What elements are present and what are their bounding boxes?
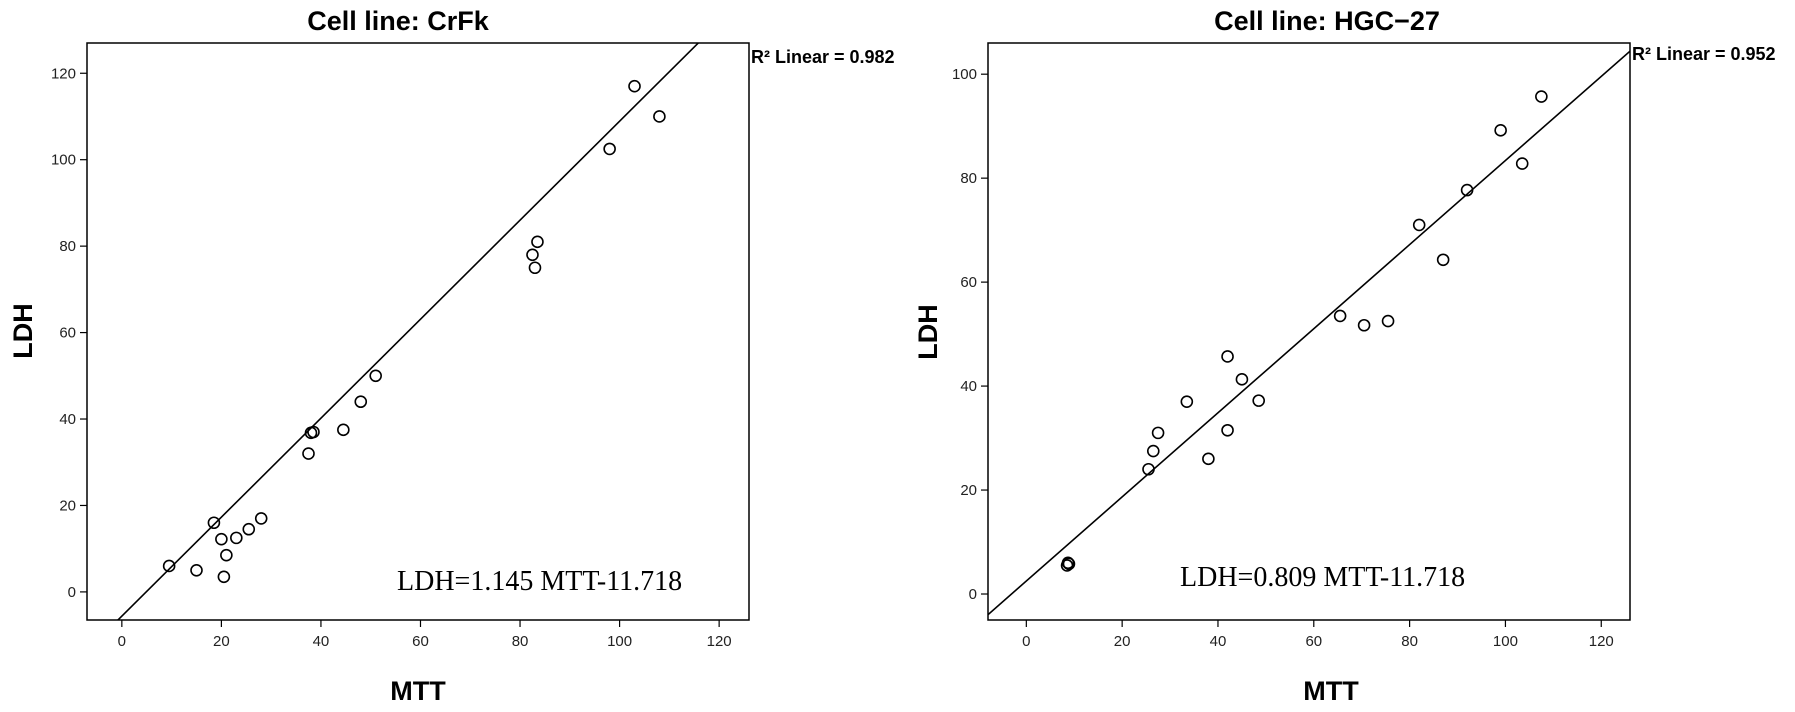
x-tick-label: 20	[1114, 633, 1131, 650]
data-point	[1062, 557, 1076, 571]
regression-equation: LDH=1.145 MTT-11.718	[397, 566, 682, 597]
data-point	[354, 395, 368, 409]
data-point	[1381, 314, 1395, 328]
r2-label: R² Linear = 0.982	[751, 47, 895, 67]
data-point	[1146, 444, 1160, 458]
y-axis-label: LDH	[913, 304, 943, 360]
data-point	[230, 531, 243, 545]
data-point	[1494, 124, 1507, 137]
y-tick-label: 100	[51, 152, 76, 169]
data-point	[1357, 318, 1371, 332]
data-point	[603, 142, 616, 156]
data-point	[526, 248, 539, 262]
data-point	[528, 261, 542, 275]
x-tick-label: 100	[607, 633, 632, 650]
data-point	[1142, 462, 1155, 476]
data-point	[254, 512, 268, 525]
y-tick-label: 20	[59, 497, 76, 514]
data-point	[1412, 218, 1426, 232]
y-tick-label: 40	[59, 411, 76, 428]
data-point	[1202, 452, 1215, 466]
y-tick-label: 80	[960, 170, 977, 187]
y-tick-label: 120	[51, 65, 76, 82]
data-point	[162, 559, 176, 573]
x-tick-label: 60	[1305, 633, 1322, 650]
x-axis-label: MTT	[390, 676, 446, 706]
y-axis-label: LDH	[8, 303, 38, 359]
x-tick-label: 40	[313, 633, 330, 650]
x-tick-label: 20	[213, 633, 230, 650]
x-tick-label: 80	[512, 633, 529, 650]
data-point	[1180, 395, 1194, 408]
data-point	[1515, 157, 1529, 170]
chart-panel-2: Cell line: HGC−27 0 20 40 60 80 100 120 0 20 40 60 8…	[913, 6, 1776, 706]
y-tick-label: 100	[952, 66, 977, 83]
fit-line	[116, 43, 700, 620]
x-tick-label: 80	[1401, 633, 1418, 650]
y-tick-label: 20	[960, 482, 977, 499]
x-tick-label: 60	[412, 633, 429, 650]
data-point	[217, 570, 231, 584]
data-point	[1151, 426, 1165, 440]
data-point	[215, 532, 228, 546]
data-point	[1221, 423, 1234, 437]
data-point	[242, 522, 256, 536]
chart-title: Cell line: HGC−27	[1214, 6, 1440, 36]
data-point	[1235, 373, 1249, 386]
x-tick-label: 100	[1493, 633, 1518, 650]
x-axis-label: MTT	[1303, 676, 1359, 706]
regression-equation: LDH=0.809 MTT-11.718	[1180, 562, 1465, 593]
data-point	[369, 369, 382, 383]
chart-panel-1: Cell line: CrFk 0 20 40 60 80 100 120 0 20 40 60 80 1…	[8, 6, 895, 706]
y-tick-label: 0	[68, 584, 76, 601]
y-tick-label: 60	[960, 274, 977, 291]
data-point	[190, 563, 203, 577]
chart-title: Cell line: CrFk	[307, 6, 490, 36]
y-tick-label: 80	[59, 238, 76, 255]
r2-label: R² Linear = 0.952	[1632, 44, 1776, 64]
data-point	[531, 235, 544, 249]
data-point	[220, 548, 233, 562]
data-point	[653, 110, 666, 123]
data-point	[1535, 90, 1548, 103]
plot-frame	[987, 42, 1631, 621]
x-tick-label: 120	[707, 633, 732, 650]
x-tick-label: 120	[1589, 633, 1614, 650]
data-point	[307, 425, 320, 439]
x-tick-label: 40	[1210, 633, 1227, 650]
data-point	[1252, 394, 1265, 407]
data-point	[628, 79, 641, 93]
x-tick-label: 0	[118, 633, 126, 650]
data-point	[1333, 309, 1347, 323]
plot-frame	[86, 42, 750, 621]
data-point	[1460, 183, 1474, 197]
y-tick-label: 60	[59, 325, 76, 342]
y-tick-label: 40	[960, 378, 977, 395]
x-tick-label: 0	[1022, 633, 1030, 650]
data-point	[302, 447, 315, 460]
fit-line	[988, 50, 1630, 616]
data-point	[1061, 556, 1075, 570]
data-point	[1436, 253, 1450, 267]
data-point	[1221, 350, 1234, 363]
data-point	[337, 423, 350, 437]
y-tick-label: 0	[969, 586, 977, 603]
data-point	[207, 516, 221, 530]
